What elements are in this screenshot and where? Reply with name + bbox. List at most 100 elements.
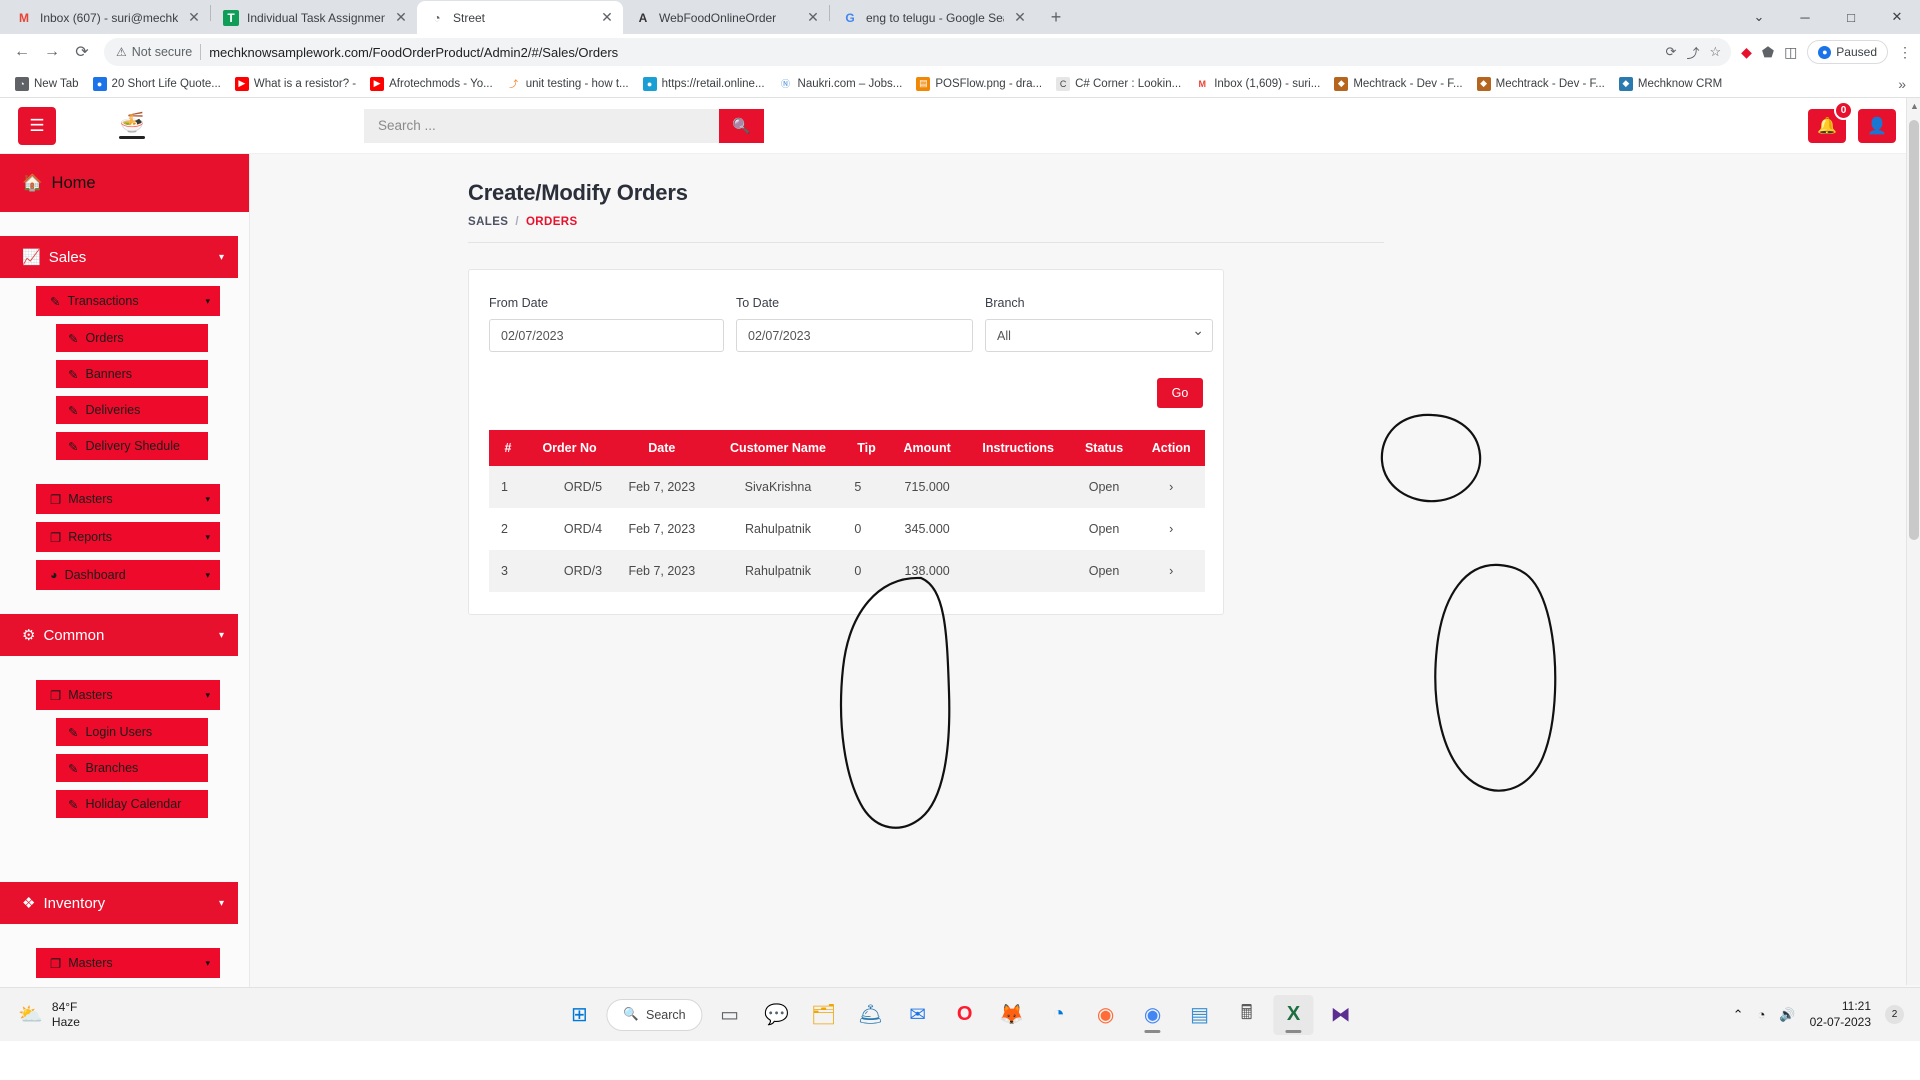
chrome-chevron-icon[interactable]: ⌄: [1753, 9, 1765, 24]
notepad-icon[interactable]: ▤: [1190, 1004, 1210, 1026]
row-expand-chevron-icon[interactable]: ›: [1169, 480, 1174, 494]
bookmark-item[interactable]: ◆ Mechtrack - Dev - F...: [1327, 72, 1469, 96]
browser-tab-3[interactable]: A WebFoodOnlineOrder ✕: [623, 1, 829, 34]
sidebar-item-deliveries[interactable]: ✎ Deliveries: [56, 396, 208, 424]
microsoft-store-icon[interactable]: 🛎: [857, 1004, 884, 1026]
back-button[interactable]: ←: [14, 43, 30, 60]
sidebar-sub-dashboard[interactable]: ◕ Dashboard ▾: [36, 560, 220, 590]
table-row[interactable]: 2 ORD/4 Feb 7, 2023 Rahulpatnik 0 345.00…: [489, 508, 1205, 550]
calculator-icon[interactable]: 🖩: [1240, 1001, 1253, 1024]
close-window-button[interactable]: ✕: [1891, 9, 1903, 24]
search-icon[interactable]: 🔍: [719, 108, 764, 143]
chat-icon[interactable]: 💬: [764, 1004, 790, 1026]
sidebar-item-home[interactable]: 🏠 Home: [0, 154, 249, 212]
weather-widget[interactable]: ⛅ 84°F Haze: [0, 1000, 300, 1030]
translate-icon[interactable]: ⟳: [1665, 44, 1677, 59]
sidebar-group-common[interactable]: ⚙ Common ▾: [0, 614, 238, 656]
bookmark-item[interactable]: ⤴ unit testing - how t...: [500, 72, 636, 96]
bookmark-star-icon[interactable]: ☆: [1709, 44, 1722, 59]
minimize-button[interactable]: ─: [1800, 9, 1810, 25]
task-view-icon[interactable]: ▭: [720, 1004, 740, 1026]
reload-button[interactable]: ⟳: [75, 44, 89, 61]
file-explorer-icon[interactable]: 🗂: [810, 1004, 837, 1026]
visual-studio-icon[interactable]: ⧓: [1330, 1004, 1351, 1026]
address-bar[interactable]: ⚠ Not secure mechknowsamplework.com/Food…: [104, 38, 1732, 66]
puzzle-extensions-icon[interactable]: ⬟: [1761, 43, 1775, 60]
browser-tab-1[interactable]: T Individual Task Assignment - Goo ✕: [211, 1, 417, 34]
from-date-input[interactable]: [489, 319, 724, 352]
bookmark-item[interactable]: ▶ What is a resistor? -: [228, 72, 363, 96]
menu-lines-icon[interactable]: ☰: [18, 106, 56, 145]
breadcrumb-sales[interactable]: SALES: [468, 216, 509, 228]
browser-tab-2[interactable]: ◔ Street ✕: [417, 1, 623, 34]
bookmark-item[interactable]: ● 20 Short Life Quote...: [86, 72, 228, 96]
browser-tab-0[interactable]: M Inbox (607) - suri@mechknowsof ✕: [4, 1, 210, 34]
tab-close-icon[interactable]: ✕: [1014, 9, 1026, 25]
branch-select[interactable]: All: [985, 319, 1213, 352]
postman-icon[interactable]: ◉: [1096, 1004, 1115, 1026]
security-indicator[interactable]: ⚠ Not secure: [116, 45, 192, 59]
to-date-input[interactable]: [736, 319, 973, 352]
tab-close-icon[interactable]: ✕: [395, 9, 407, 25]
chrome-menu-icon[interactable]: ⋮: [1898, 43, 1912, 60]
taskbar-search[interactable]: 🔍 Search: [606, 998, 703, 1031]
notification-count-badge[interactable]: 2: [1885, 1005, 1904, 1024]
bookmark-item[interactable]: ● https://retail.online...: [636, 72, 772, 96]
bookmarks-overflow-icon[interactable]: »: [1898, 75, 1906, 92]
sidebar-sub-inventory-masters[interactable]: ❐ Masters ▾: [36, 948, 220, 978]
firefox-icon[interactable]: 🦊: [999, 1004, 1025, 1026]
sidebar-group-inventory[interactable]: ❖ Inventory ▾: [0, 882, 238, 924]
bookmark-item[interactable]: ▶ Afrotechmods - Yo...: [363, 72, 500, 96]
sidebar-item-login-users[interactable]: ✎ Login Users: [56, 718, 208, 746]
bookmark-item[interactable]: M Inbox (1,609) - suri...: [1188, 72, 1327, 96]
bell-icon[interactable]: 🔔 0: [1808, 100, 1853, 143]
sidebar-item-banners[interactable]: ✎ Banners: [56, 360, 208, 388]
opera-icon[interactable]: O: [956, 1003, 973, 1025]
sidebar-item-holiday-calendar[interactable]: ✎ Holiday Calendar: [56, 790, 208, 818]
forward-button[interactable]: →: [44, 43, 60, 60]
bookmark-item[interactable]: ▤ POSFlow.png - dra...: [909, 72, 1049, 96]
row-expand-chevron-icon[interactable]: ›: [1169, 522, 1174, 536]
tab-close-icon[interactable]: ✕: [807, 9, 819, 25]
row-expand-chevron-icon[interactable]: ›: [1169, 564, 1174, 578]
mail-icon[interactable]: ✉: [909, 1004, 926, 1026]
excel-icon[interactable]: X: [1273, 994, 1314, 1035]
sidebar-item-branches[interactable]: ✎ Branches: [56, 754, 208, 782]
wifi-icon[interactable]: ◔: [1757, 1007, 1766, 1022]
scroll-up-arrow-icon[interactable]: ▲: [1910, 101, 1919, 111]
sidebar-sub-sales-masters[interactable]: ❐ Masters ▾: [36, 484, 220, 514]
bookmark-item[interactable]: ◔ New Tab: [8, 72, 86, 96]
sidebar-group-sales[interactable]: 📈 Sales ▾: [0, 236, 238, 278]
bookmark-item[interactable]: Ⓝ Naukri.com – Jobs...: [772, 72, 910, 96]
tab-close-icon[interactable]: ✕: [188, 9, 200, 25]
speaker-icon[interactable]: 🔊: [1779, 1006, 1796, 1022]
scrollbar-thumb[interactable]: [1909, 120, 1919, 540]
table-row[interactable]: 3 ORD/3 Feb 7, 2023 Rahulpatnik 0 138.00…: [489, 550, 1205, 592]
chrome-icon[interactable]: ◉: [1133, 995, 1173, 1035]
edge-icon[interactable]: ◔: [1052, 1003, 1065, 1025]
sidebar-sub-transactions[interactable]: ✎ Transactions ▾: [36, 286, 220, 316]
sidebar-sub-reports[interactable]: ❐ Reports ▾: [36, 522, 220, 552]
bookmark-item[interactable]: ◆ Mechknow CRM: [1612, 72, 1729, 96]
breadcrumb-orders[interactable]: ORDERS: [525, 216, 578, 228]
tab-close-icon[interactable]: ✕: [601, 9, 613, 25]
start-button[interactable]: ⊞: [571, 1004, 588, 1026]
share-icon[interactable]: ⤴: [1686, 45, 1700, 61]
maximize-button[interactable]: □: [1847, 9, 1855, 25]
clock[interactable]: 11:21 02-07-2023: [1810, 999, 1871, 1030]
sidebar-item-orders[interactable]: ✎ Orders: [56, 324, 208, 352]
sidebar-item-delivery-shedule[interactable]: ✎ Delivery Shedule: [56, 432, 208, 460]
app-scrollbar[interactable]: ▲: [1906, 98, 1920, 985]
browser-tab-4[interactable]: G eng to telugu - Google Search ✕: [830, 1, 1036, 34]
go-button[interactable]: Go: [1157, 378, 1203, 408]
tray-chevron-icon[interactable]: ⌃: [1732, 1006, 1744, 1022]
user-avatar-icon[interactable]: 👤: [1858, 108, 1896, 143]
profile-paused-pill[interactable]: ● Paused: [1807, 40, 1888, 64]
extension-badge-icon[interactable]: ◆: [1741, 43, 1752, 60]
sidebar-sub-common-masters[interactable]: ❐ Masters ▾: [36, 680, 220, 710]
new-tab-button[interactable]: +: [1050, 6, 1062, 27]
bookmark-item[interactable]: ◆ Mechtrack - Dev - F...: [1470, 72, 1612, 96]
table-row[interactable]: 1 ORD/5 Feb 7, 2023 SivaKrishna 5 715.00…: [489, 466, 1205, 508]
bookmark-item[interactable]: C C# Corner : Lookin...: [1049, 72, 1188, 96]
sidebar-toggle-icon[interactable]: ◫: [1784, 43, 1798, 60]
